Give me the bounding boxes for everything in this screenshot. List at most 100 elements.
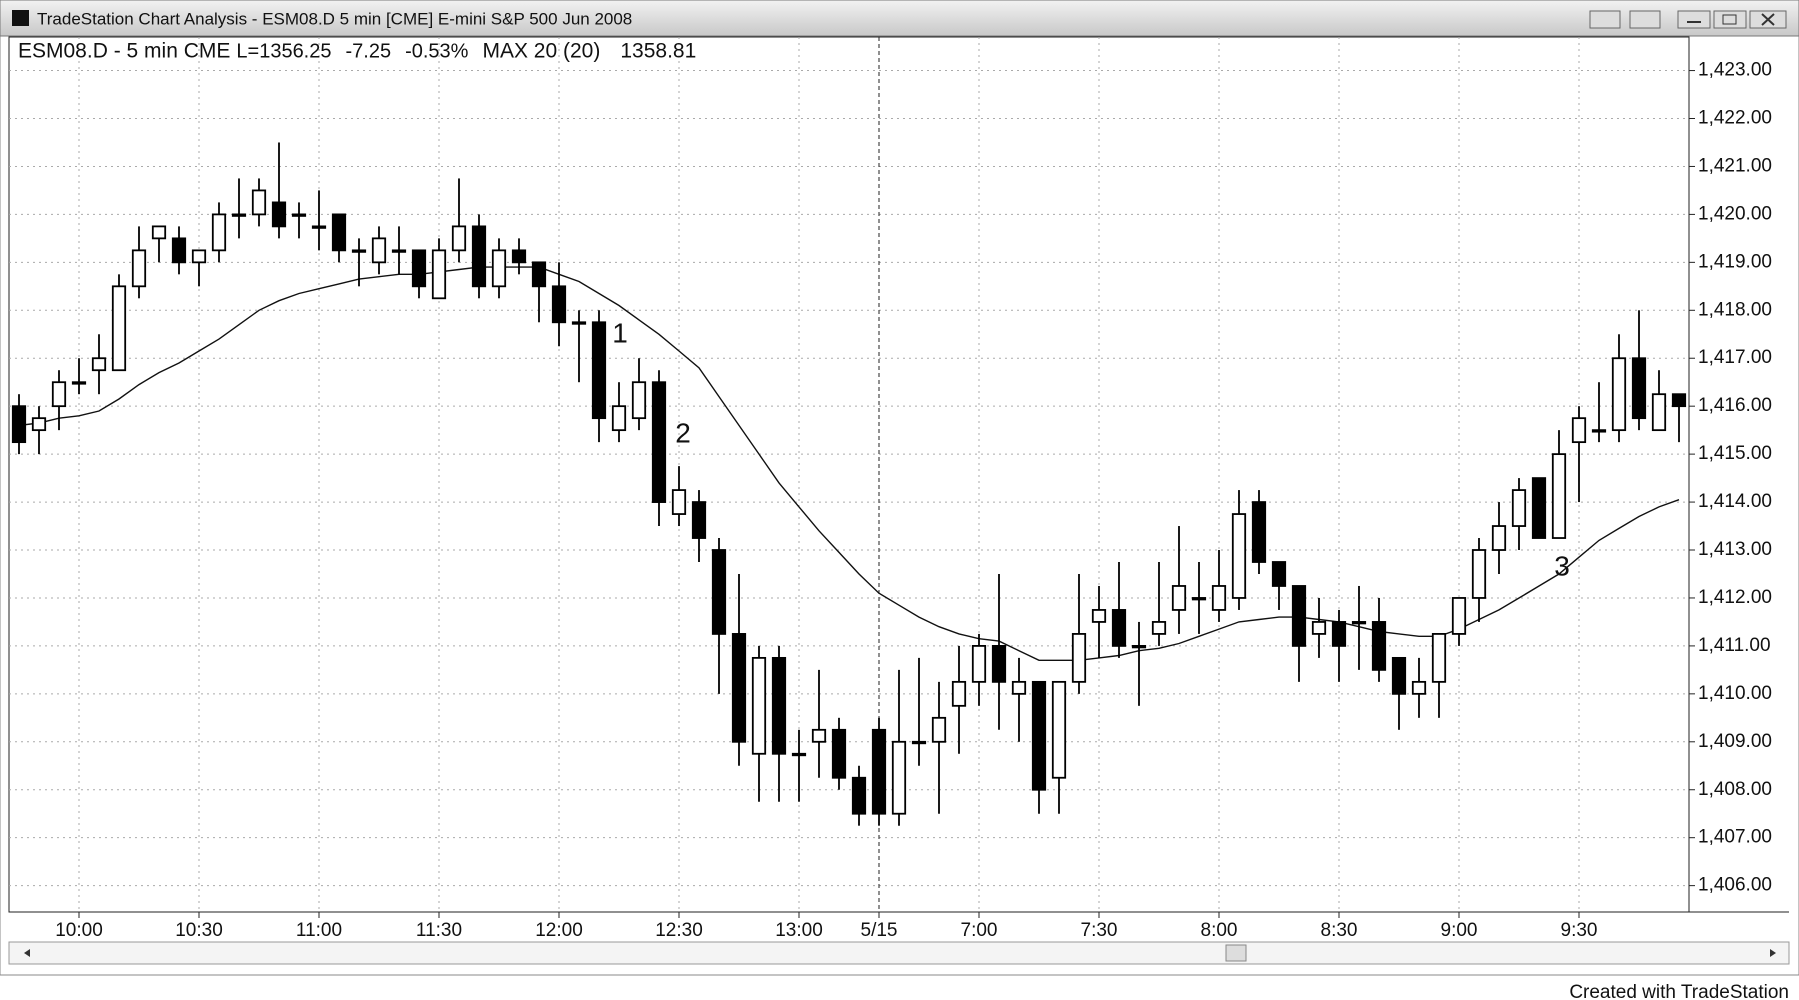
y-tick-label: 1,416.00 — [1698, 395, 1772, 416]
menu-button[interactable] — [1629, 10, 1661, 29]
candle-body — [1351, 621, 1367, 625]
candle-body — [1431, 633, 1447, 683]
moving-average-line — [18, 266, 1680, 661]
candle-body — [991, 645, 1007, 683]
y-tick-label: 1,419.00 — [1698, 251, 1772, 272]
x-tick-label: 8:30 — [1321, 920, 1358, 941]
candle-body — [1011, 680, 1027, 695]
candle-body — [791, 752, 807, 757]
candle-body — [1251, 501, 1267, 563]
annotation: 1 — [612, 317, 628, 348]
candle-body — [231, 213, 247, 217]
candle-body — [771, 656, 787, 755]
candle-body — [1291, 585, 1307, 647]
candle-body — [611, 405, 627, 432]
restore-button[interactable] — [1713, 10, 1747, 29]
y-tick-label: 1,409.00 — [1698, 731, 1772, 752]
y-tick-label: 1,418.00 — [1698, 299, 1772, 320]
x-tick-label: 7:00 — [961, 920, 998, 941]
scrollbar[interactable] — [8, 941, 1790, 965]
footer: Created with TradeStation — [1569, 982, 1789, 1000]
candle-body — [131, 249, 147, 288]
candle-body — [71, 381, 87, 385]
y-tick-label: 1,406.00 — [1698, 875, 1772, 896]
grid — [9, 37, 1695, 918]
candle-body — [511, 249, 527, 264]
candle-body — [51, 381, 67, 408]
status-value: -0.53% — [405, 40, 469, 62]
candle-body — [871, 728, 887, 815]
x-tick-label: 10:00 — [55, 920, 103, 941]
candle-body — [251, 189, 267, 216]
candle-body — [1591, 429, 1607, 433]
candle-body — [331, 213, 347, 252]
x-tick-label: 12:00 — [535, 920, 583, 941]
x-tick-label: 9:30 — [1561, 920, 1598, 941]
candle-body — [171, 237, 187, 264]
annotation: 3 — [1554, 550, 1570, 581]
status-value: L=1356.25 — [236, 40, 331, 62]
candle-body — [1151, 621, 1167, 635]
candle-body — [1211, 585, 1227, 611]
candle-body — [911, 740, 927, 745]
candle-body — [1471, 549, 1487, 599]
candle-body — [1551, 453, 1567, 539]
title-bar — [0, 0, 1799, 37]
candle-body — [1231, 513, 1247, 599]
candle-body — [211, 213, 227, 252]
scroll-left[interactable] — [24, 949, 30, 957]
y-tick-label: 1,414.00 — [1698, 491, 1772, 512]
candle-body — [411, 249, 427, 288]
y-tick-label: 1,410.00 — [1698, 683, 1772, 704]
annotation: 2 — [675, 417, 691, 448]
candle-body — [191, 249, 207, 264]
marks — [11, 142, 1687, 826]
candle-body — [1031, 680, 1047, 791]
candle-body — [551, 285, 567, 324]
candle-body — [91, 357, 107, 372]
y-tick-label: 1,412.00 — [1698, 587, 1772, 608]
candle-body — [1411, 680, 1427, 695]
scroll-thumb[interactable] — [1225, 944, 1247, 962]
y-tick-label: 1,413.00 — [1698, 539, 1772, 560]
candle-body — [951, 680, 967, 707]
candle-body — [631, 381, 647, 420]
candle-body — [931, 716, 947, 743]
candle-body — [1111, 609, 1127, 647]
labels: ESM08.D - 5 min CME L=1356.25 -7.25 -0.53% M… — [18, 40, 1772, 941]
window-title: TradeStation Chart Analysis - ESM08.D 5 … — [37, 9, 632, 28]
close-glyph — [1761, 13, 1775, 26]
status-value: -7.25 — [346, 40, 392, 62]
candle-body — [811, 728, 827, 743]
window-buttons[interactable] — [1589, 10, 1787, 29]
candle-body — [1671, 393, 1687, 408]
candle-body — [151, 225, 167, 240]
scroll-right[interactable] — [1770, 949, 1776, 957]
candle-body — [271, 201, 287, 228]
y-tick-label: 1,415.00 — [1698, 443, 1772, 464]
x-tick-label: 13:00 — [775, 920, 823, 941]
symbol-button[interactable] — [1589, 10, 1621, 29]
candle-body — [371, 237, 387, 264]
restore-glyph — [1722, 14, 1737, 25]
candle-body — [851, 776, 867, 815]
candle-body — [691, 501, 707, 539]
candle-body — [1511, 489, 1527, 527]
y-tick-label: 1,421.00 — [1698, 155, 1772, 176]
candle-body — [1491, 525, 1507, 551]
candle-body — [1611, 357, 1627, 432]
candle-body — [471, 225, 487, 288]
candle-body — [351, 249, 367, 253]
minimize-button[interactable] — [1677, 10, 1711, 29]
x-tick-label: 7:30 — [1081, 920, 1118, 941]
candle-body — [1371, 621, 1387, 671]
candle-body — [31, 417, 47, 432]
candle-body — [11, 405, 27, 444]
candle-body — [531, 261, 547, 288]
candle-body — [1171, 585, 1187, 611]
legend-entry: MAX 20 (20) — [482, 40, 600, 63]
candle-body — [1391, 656, 1407, 695]
x-tick-label: 10:30 — [175, 920, 223, 941]
x-tick-label: 9:00 — [1441, 920, 1478, 941]
